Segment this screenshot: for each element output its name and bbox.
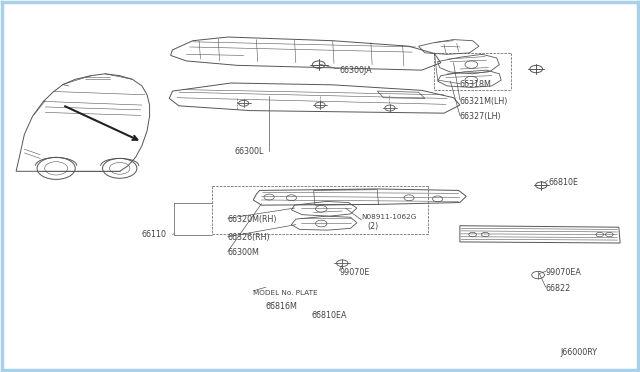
Text: 66810EA: 66810EA xyxy=(312,311,348,320)
Text: J66000RY: J66000RY xyxy=(561,348,597,357)
Text: 99070EA: 99070EA xyxy=(546,268,582,277)
Text: 66810E: 66810E xyxy=(549,178,579,187)
Text: 66300L: 66300L xyxy=(234,147,264,155)
Text: MODEL No. PLATE: MODEL No. PLATE xyxy=(253,290,318,296)
Text: 66300M: 66300M xyxy=(228,248,260,257)
Text: 66816M: 66816M xyxy=(266,302,298,311)
Text: 66822: 66822 xyxy=(546,285,571,294)
Text: (2): (2) xyxy=(368,222,379,231)
Text: 99070E: 99070E xyxy=(339,268,369,277)
Text: 66321M(LH): 66321M(LH) xyxy=(460,97,508,106)
Text: 66327(LH): 66327(LH) xyxy=(460,112,502,121)
Text: 66320M(RH): 66320M(RH) xyxy=(228,215,277,224)
Text: 66326(RH): 66326(RH) xyxy=(228,233,271,242)
Text: N08911-1062G: N08911-1062G xyxy=(362,214,417,220)
Text: 66318M: 66318M xyxy=(460,80,492,89)
Text: 66300JA: 66300JA xyxy=(339,65,372,75)
Text: 66110: 66110 xyxy=(142,230,167,239)
